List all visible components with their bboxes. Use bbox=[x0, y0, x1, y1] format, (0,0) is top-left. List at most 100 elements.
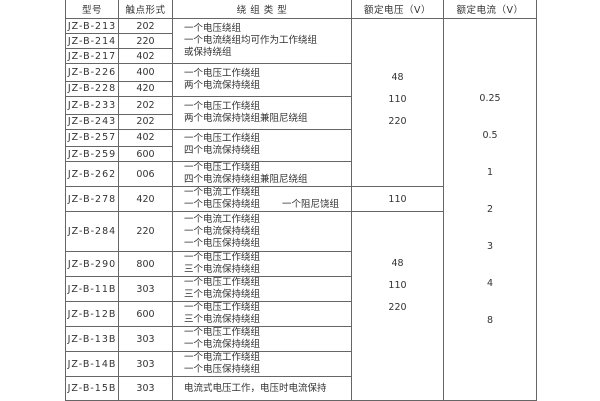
winding-line: 一个电压工作绕组 bbox=[184, 162, 261, 174]
contacts-cell: 006 bbox=[118, 161, 173, 188]
winding-line: 三个电流保持绕组 bbox=[184, 264, 261, 275]
model-cell: JZ-B-217 bbox=[65, 48, 119, 64]
current-value: 0.25 bbox=[479, 93, 501, 104]
winding-line: 一个电压工作绕组 bbox=[184, 133, 261, 145]
table-row: JZ-B-262 006 一个电压工作绕组 四个电流保持绕组兼阻尼绕组 bbox=[65, 161, 537, 188]
voltage-cell: 110 bbox=[351, 186, 444, 213]
table-row: JZ-B-13B 303 一个电压工作绕组 一个电流保持绕组 bbox=[65, 326, 537, 352]
model-cell: JZ-B-213 bbox=[65, 18, 119, 34]
winding-line: 三个电流保持绕组 bbox=[184, 314, 261, 325]
winding-line: 一个电压保持绕组 bbox=[184, 237, 261, 249]
winding-line: 一个电流工作绕组 bbox=[184, 187, 261, 199]
contacts-cell: 303 bbox=[118, 276, 173, 302]
model-cell: JZ-B-12B bbox=[65, 301, 119, 327]
current-value: 2 bbox=[486, 204, 494, 215]
table-row: JZ-B-278 420 一个电流工作绕组 一个电压保持绕组 一个阻尼饶组 110 bbox=[65, 186, 537, 213]
contacts-cell: 303 bbox=[118, 351, 173, 377]
winding-line: 两个电流保持饶组兼阻尼绕组 bbox=[184, 112, 308, 124]
voltage-cell: 48 110 220 bbox=[351, 211, 444, 401]
contacts-cell: 303 bbox=[118, 326, 173, 352]
winding-line: 一个电流工作绕组 bbox=[184, 213, 261, 225]
voltage-value: 220 bbox=[388, 115, 407, 127]
table-row: JZ-B-11B 303 一个电压工作绕组 三个电流保持绕组 bbox=[65, 276, 537, 302]
model-cell: JZ-B-14B bbox=[65, 351, 119, 377]
model-cell: JZ-B-233 bbox=[65, 95, 119, 115]
model-cell: JZ-B-15B bbox=[65, 376, 119, 401]
winding-line: 一个电压工作绕组 bbox=[184, 302, 261, 314]
current-value: 4 bbox=[486, 278, 494, 289]
winding-cell: 一个电压绕组 一个电流绕组均可作为工作绕组 或保持绕组 bbox=[172, 18, 352, 64]
winding-cell: 一个电压工作绕组 三个电流保持绕组 bbox=[172, 276, 352, 302]
voltage-value: 110 bbox=[388, 280, 407, 292]
winding-cell: 一个电压工作绕组 四个电流保持绕组兼阻尼绕组 bbox=[172, 161, 352, 188]
contacts-cell: 402 bbox=[118, 128, 173, 148]
contacts-cell: 400 bbox=[118, 63, 173, 82]
winding-line: 一个电流绕组均可作为工作绕组 bbox=[184, 35, 318, 46]
contacts-cell: 402 bbox=[118, 48, 173, 64]
winding-line: 四个电流保持绕组兼阻尼绕组 bbox=[184, 174, 308, 186]
current-cell: 0.25 0.5 1 2 3 4 8 bbox=[443, 18, 537, 401]
table-row: JZ-B-290 800 一个电压工作绕组 三个电流保持绕组 bbox=[65, 251, 537, 277]
voltage-value: 48 bbox=[391, 258, 404, 270]
winding-line: 一个电流工作绕组 bbox=[184, 352, 261, 364]
winding-text: 一个电压保持绕组 bbox=[184, 199, 261, 211]
voltage-value: 48 bbox=[391, 71, 404, 83]
winding-cell: 一个电流工作绕组 一个电压保持绕组 bbox=[172, 351, 352, 377]
model-cell: JZ-B-214 bbox=[65, 33, 119, 49]
header-current: 额定电流（V） bbox=[443, 0, 537, 19]
voltage-value: 220 bbox=[388, 302, 407, 314]
winding-line: 一个电压保持绕组 bbox=[184, 364, 261, 375]
winding-cell: 一个电压工作绕组 三个电流保持绕组 bbox=[172, 301, 352, 327]
table-row: JZ-B-228 420 bbox=[65, 80, 537, 97]
relay-spec-table: 型号 触点形式 绕 组 类 型 额定电压（V） 额定电流（V） JZ-B-213… bbox=[65, 0, 537, 401]
model-cell: JZ-B-262 bbox=[65, 161, 119, 188]
winding-cell: 一个电压工作绕组 两个电流保持饶组兼阻尼绕组 bbox=[172, 95, 352, 130]
winding-cell: 一个电压工作绕组 三个电流保持绕组 bbox=[172, 251, 352, 277]
winding-line: 一个电流保持绕组 bbox=[184, 339, 261, 350]
table-row: JZ-B-284 220 一个电流工作绕组 一个电流保持绕组 一个电压保持绕组 48 1… bbox=[65, 211, 537, 401]
table-row: JZ-B-217 402 bbox=[65, 48, 537, 64]
table-row: JZ-B-243 202 bbox=[65, 113, 537, 130]
winding-line: 一个电压工作绕组 bbox=[184, 67, 261, 79]
winding-cell: 一个电压工作绕组 两个电流保持绕组 bbox=[172, 63, 352, 97]
winding-line: 三个电流保持绕组 bbox=[184, 289, 261, 300]
table-row: JZ-B-226 400 一个电压工作绕组 两个电流保持绕组 bbox=[65, 63, 537, 97]
winding-line: 或保持绕组 bbox=[184, 47, 232, 58]
winding-cell: 一个电流工作绕组 一个电压保持绕组 一个阻尼饶组 bbox=[172, 186, 352, 213]
model-cell: JZ-B-257 bbox=[65, 128, 119, 148]
model-cell: JZ-B-243 bbox=[65, 113, 119, 130]
winding-line: 一个电压工作绕组 bbox=[184, 252, 261, 264]
contacts-cell: 420 bbox=[118, 80, 173, 97]
voltage-cell: 48 110 220 bbox=[351, 17, 444, 188]
winding-cell: 电流式电压工作，电压时电流保持 bbox=[172, 376, 352, 401]
winding-line: 一个电压工作绕组 bbox=[184, 100, 261, 112]
header-contacts: 触点形式 bbox=[118, 0, 173, 19]
contacts-cell: 202 bbox=[118, 18, 173, 34]
contacts-cell: 202 bbox=[118, 113, 173, 130]
current-value: 1 bbox=[486, 167, 494, 178]
winding-line: 一个电压工作绕组 bbox=[184, 327, 261, 339]
contacts-cell: 220 bbox=[118, 211, 173, 252]
contacts-cell: 420 bbox=[118, 186, 173, 213]
model-cell: JZ-B-259 bbox=[65, 146, 119, 163]
table-row: JZ-B-14B 303 一个电流工作绕组 一个电压保持绕组 bbox=[65, 351, 537, 377]
table-row: JZ-B-213 202 一个电压绕组 一个电流绕组均可作为工作绕组 或保持绕组 4… bbox=[65, 17, 537, 401]
table-row: JZ-B-257 402 一个电压工作绕组 四个电流保持绕组 bbox=[65, 128, 537, 163]
header-row: 型号 触点形式 绕 组 类 型 额定电压（V） 额定电流（V） bbox=[65, 0, 537, 19]
winding-line: 一个电流保持绕组 bbox=[184, 225, 261, 237]
winding-line: 四个电流保持绕组 bbox=[184, 145, 261, 157]
model-cell: JZ-B-290 bbox=[65, 251, 119, 277]
model-cell: JZ-B-11B bbox=[65, 276, 119, 302]
winding-line: 一个电压工作绕组 bbox=[184, 277, 261, 289]
header-winding: 绕 组 类 型 bbox=[172, 0, 352, 19]
table-row: JZ-B-259 600 bbox=[65, 146, 537, 163]
model-cell: JZ-B-13B bbox=[65, 326, 119, 352]
model-cell: JZ-B-228 bbox=[65, 80, 119, 97]
winding-text: 一个阻尼饶组 bbox=[282, 199, 340, 211]
winding-line: 两个电流保持绕组 bbox=[184, 79, 261, 91]
contacts-cell: 220 bbox=[118, 33, 173, 49]
contacts-cell: 303 bbox=[118, 376, 173, 401]
winding-cell: 一个电压工作绕组 四个电流保持绕组 bbox=[172, 128, 352, 163]
model-cell: JZ-B-284 bbox=[65, 211, 119, 252]
table-row: JZ-B-233 202 一个电压工作绕组 两个电流保持饶组兼阻尼绕组 bbox=[65, 95, 537, 130]
